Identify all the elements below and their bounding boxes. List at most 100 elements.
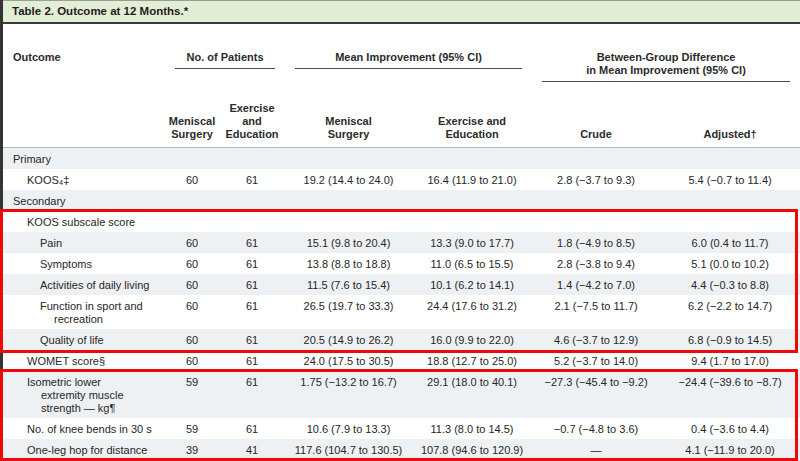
row-label: One-leg hop for distance — cm‖	[0, 439, 165, 461]
cell-value	[285, 190, 412, 211]
column-header-patients-meniscal-surgery: Meniscal Surgery	[165, 96, 219, 148]
cell-value: 29.1 (18.0 to 40.1)	[412, 371, 532, 418]
cell-value: 15.1 (9.8 to 20.4)	[285, 232, 412, 253]
cell-value: 59	[165, 371, 219, 418]
cell-value: 9.4 (1.7 to 17.0)	[660, 350, 800, 371]
cell-value: 60	[165, 350, 219, 371]
table-row: Isometric lower extremity muscle strengt…	[0, 371, 800, 418]
cell-value: 19.2 (14.4 to 24.0)	[285, 169, 412, 190]
row-label: Secondary	[0, 190, 165, 211]
column-group-no-of-patients: No. of Patients	[165, 24, 285, 96]
cell-value: 2.8 (−3.8 to 9.4)	[532, 253, 660, 274]
cell-value: 5.2 (−3.7 to 14.0)	[532, 350, 660, 371]
cell-value: —	[532, 439, 660, 461]
row-label: WOMET score§	[0, 350, 165, 371]
cell-value: 107.8 (94.6 to 120.9)	[412, 439, 532, 461]
row-label: No. of knee bends in 30 s	[0, 418, 165, 439]
cell-value: 61	[219, 169, 285, 190]
cell-value: 1.4 (−4.2 to 7.0)	[532, 274, 660, 295]
cell-value: 61	[219, 253, 285, 274]
cell-value: 11.0 (6.5 to 15.5)	[412, 253, 532, 274]
cell-value	[532, 211, 660, 232]
cell-value: 61	[219, 274, 285, 295]
cell-value: 61	[219, 371, 285, 418]
table-row: Primary	[0, 148, 800, 170]
cell-value: −0.7 (−4.8 to 3.6)	[532, 418, 660, 439]
cell-value: 2.1 (−7.5 to 11.7)	[532, 295, 660, 329]
cell-value: 26.5 (19.7 to 33.3)	[285, 295, 412, 329]
cell-value: −24.4 (−39.6 to −8.7)	[660, 371, 800, 418]
cell-value: 16.4 (11.9 to 21.0)	[412, 169, 532, 190]
row-label: Function in sport and recreation	[0, 295, 165, 329]
cell-value: 0.4 (−3.6 to 4.4)	[660, 418, 800, 439]
cell-value	[165, 211, 219, 232]
table-left-border	[0, 0, 3, 461]
cell-value	[285, 211, 412, 232]
cell-value	[285, 148, 412, 170]
row-label: Isometric lower extremity muscle strengt…	[0, 371, 165, 418]
table-row: Secondary	[0, 190, 800, 211]
cell-value: 11.5 (7.6 to 15.4)	[285, 274, 412, 295]
column-group-mean-improvement: Mean Improvement (95% CI)	[285, 24, 532, 96]
cell-value: 13.3 (9.0 to 17.7)	[412, 232, 532, 253]
column-header-crude: Crude	[532, 96, 660, 148]
cell-value: 4.6 (−3.7 to 12.9)	[532, 329, 660, 350]
table-row: One-leg hop for distance — cm‖3941117.6 …	[0, 439, 800, 461]
cell-value: 39	[165, 439, 219, 461]
cell-value	[532, 148, 660, 170]
cell-value	[165, 148, 219, 170]
cell-value	[660, 148, 800, 170]
paper-table-panel: Table 2. Outcome at 12 Months.* Outcome …	[0, 0, 800, 461]
cell-value: 6.0 (0.4 to 11.7)	[660, 232, 800, 253]
cell-value: 59	[165, 418, 219, 439]
table-row: Function in sport and recreation606126.5…	[0, 295, 800, 329]
cell-value: 4.4 (−0.3 to 8.8)	[660, 274, 800, 295]
table-header: Outcome No. of Patients Mean Improvement…	[0, 24, 800, 148]
cell-value: 1.8 (−4.9 to 8.5)	[532, 232, 660, 253]
cell-value: 4.1 (−11.9 to 20.0)	[660, 439, 800, 461]
cell-value: 60	[165, 274, 219, 295]
table-title: Table 2. Outcome at 12 Months.*	[12, 5, 188, 17]
cell-value: 1.75 (−13.2 to 16.7)	[285, 371, 412, 418]
cell-value	[412, 211, 532, 232]
table-row: WOMET score§606124.0 (17.5 to 30.5)18.8 …	[0, 350, 800, 371]
table-row: Pain606115.1 (9.8 to 20.4)13.3 (9.0 to 1…	[0, 232, 800, 253]
cell-value	[660, 211, 800, 232]
row-label: Symptoms	[0, 253, 165, 274]
cell-value: 2.8 (−3.7 to 9.3)	[532, 169, 660, 190]
cell-value	[219, 190, 285, 211]
cell-value: 5.1 (0.0 to 10.2)	[660, 253, 800, 274]
cell-value: 61	[219, 350, 285, 371]
cell-value: 60	[165, 232, 219, 253]
column-group-between-group-difference: Between-Group Difference in Mean Improve…	[532, 24, 800, 96]
cell-value: 60	[165, 169, 219, 190]
cell-value: −27.3 (−45.4 to −9.2)	[532, 371, 660, 418]
table-row: No. of knee bends in 30 s596110.6 (7.9 t…	[0, 418, 800, 439]
table-row: Activities of daily living606111.5 (7.6 …	[0, 274, 800, 295]
cell-value	[165, 190, 219, 211]
cell-value: 5.4 (−0.7 to 11.4)	[660, 169, 800, 190]
cell-value: 41	[219, 439, 285, 461]
cell-value: 61	[219, 232, 285, 253]
cell-value	[219, 148, 285, 170]
row-label: Quality of life	[0, 329, 165, 350]
cell-value: 20.5 (14.9 to 26.2)	[285, 329, 412, 350]
row-label: Primary	[0, 148, 165, 170]
cell-value: 61	[219, 329, 285, 350]
cell-value: 10.6 (7.9 to 13.3)	[285, 418, 412, 439]
cell-value	[412, 148, 532, 170]
table-row: Symptoms606113.8 (8.8 to 18.8)11.0 (6.5 …	[0, 253, 800, 274]
table-row: Quality of life606120.5 (14.9 to 26.2)16…	[0, 329, 800, 350]
row-label: KOOS₄‡	[0, 169, 165, 190]
cell-value: 16.0 (9.9 to 22.0)	[412, 329, 532, 350]
cell-value: 60	[165, 253, 219, 274]
outcome-header-label: Outcome	[13, 51, 61, 63]
cell-value: 61	[219, 418, 285, 439]
cell-value: 13.8 (8.8 to 18.8)	[285, 253, 412, 274]
column-group-row: Outcome No. of Patients Mean Improvement…	[0, 24, 800, 96]
cell-value: 61	[219, 295, 285, 329]
cell-value	[532, 190, 660, 211]
cell-value	[219, 211, 285, 232]
cell-value: 60	[165, 295, 219, 329]
cell-value: 10.1 (6.2 to 14.1)	[412, 274, 532, 295]
